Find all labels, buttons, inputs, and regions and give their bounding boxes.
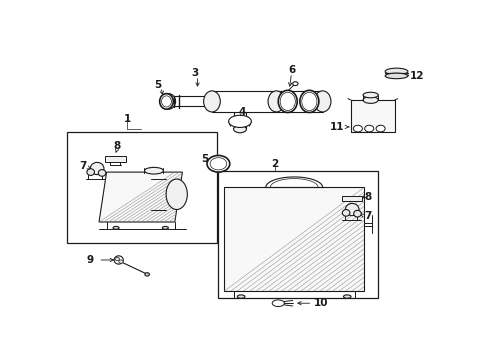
Ellipse shape <box>362 92 377 98</box>
Ellipse shape <box>353 210 361 217</box>
Bar <box>342 196 361 201</box>
Ellipse shape <box>237 295 244 298</box>
Ellipse shape <box>87 169 94 175</box>
Ellipse shape <box>205 94 219 109</box>
Ellipse shape <box>144 167 163 174</box>
Bar <box>67 132 216 243</box>
Text: 4: 4 <box>238 108 245 117</box>
Text: 12: 12 <box>409 71 424 81</box>
Text: 7: 7 <box>79 161 86 171</box>
Ellipse shape <box>119 260 123 263</box>
Polygon shape <box>224 187 364 291</box>
Ellipse shape <box>90 162 104 175</box>
Ellipse shape <box>114 256 123 264</box>
Bar <box>104 156 125 162</box>
Ellipse shape <box>364 125 373 132</box>
Ellipse shape <box>203 91 220 112</box>
Ellipse shape <box>162 226 168 229</box>
Ellipse shape <box>301 92 316 111</box>
Ellipse shape <box>267 91 284 112</box>
Ellipse shape <box>375 125 385 132</box>
Text: 8: 8 <box>364 192 371 202</box>
Text: 1: 1 <box>123 114 131 125</box>
Ellipse shape <box>159 94 173 109</box>
Text: 2: 2 <box>271 159 278 169</box>
Ellipse shape <box>345 203 358 216</box>
Ellipse shape <box>280 92 295 111</box>
Ellipse shape <box>385 73 407 79</box>
Ellipse shape <box>343 295 350 298</box>
Ellipse shape <box>228 115 251 127</box>
Ellipse shape <box>342 210 349 216</box>
Ellipse shape <box>115 257 119 261</box>
Text: 10: 10 <box>314 298 328 308</box>
Ellipse shape <box>113 226 119 229</box>
Bar <box>218 171 377 298</box>
Ellipse shape <box>98 170 105 176</box>
Ellipse shape <box>278 90 297 112</box>
Ellipse shape <box>353 125 362 132</box>
Text: 7: 7 <box>364 211 371 221</box>
Ellipse shape <box>166 179 187 210</box>
Ellipse shape <box>206 156 229 172</box>
Ellipse shape <box>314 91 330 112</box>
Polygon shape <box>99 172 182 222</box>
Text: 3: 3 <box>190 68 198 78</box>
Ellipse shape <box>272 300 284 306</box>
Text: 6: 6 <box>288 66 295 75</box>
Text: 5: 5 <box>201 154 208 164</box>
Ellipse shape <box>210 158 226 170</box>
Ellipse shape <box>161 96 171 107</box>
Text: 9: 9 <box>86 255 93 265</box>
Ellipse shape <box>292 82 297 86</box>
Ellipse shape <box>362 97 377 103</box>
Text: 11: 11 <box>329 122 344 132</box>
Bar <box>350 100 394 132</box>
Ellipse shape <box>299 90 318 112</box>
Text: 8: 8 <box>113 141 121 151</box>
Ellipse shape <box>385 68 407 75</box>
Text: 5: 5 <box>154 80 161 90</box>
Ellipse shape <box>233 126 246 133</box>
Ellipse shape <box>162 94 175 109</box>
Ellipse shape <box>144 273 149 276</box>
